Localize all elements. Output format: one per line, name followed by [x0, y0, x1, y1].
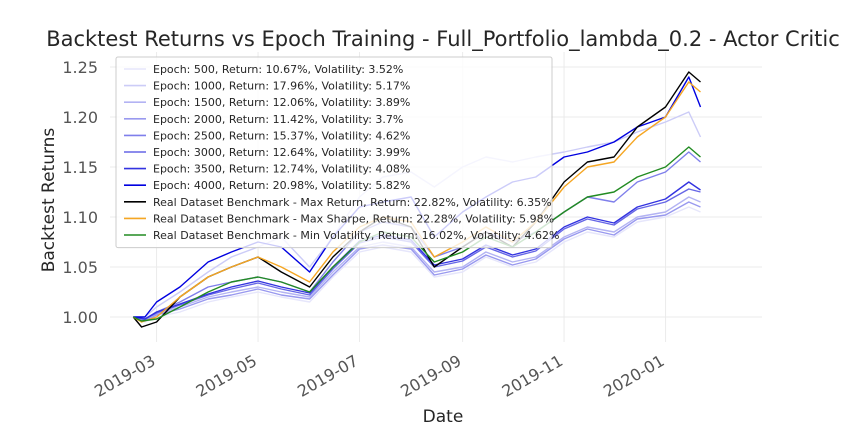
legend-entry: Real Dataset Benchmark - Max Return, Ret…	[153, 196, 552, 209]
chart-title: Backtest Returns vs Epoch Training - Ful…	[46, 27, 840, 52]
y-tick-label: 1.15	[62, 158, 98, 177]
y-axis-ticks: 1.00 1.05 1.10 1.15 1.20 1.25	[62, 58, 98, 327]
legend-entry: Epoch: 2500, Return: 15.37%, Volatility:…	[153, 129, 410, 142]
y-axis-label: Backtest Returns	[39, 128, 59, 273]
series-line	[133, 206, 701, 323]
y-tick-label: 1.00	[62, 308, 98, 327]
y-tick-label: 1.05	[62, 258, 98, 277]
legend-entry: Epoch: 1000, Return: 17.96%, Volatility:…	[153, 80, 410, 93]
legend-entry: Epoch: 1500, Return: 12.06%, Volatility:…	[153, 96, 410, 109]
legend-entry: Epoch: 3500, Return: 12.74%, Volatility:…	[153, 163, 410, 176]
series-line	[133, 201, 701, 322]
legend-entry: Epoch: 500, Return: 10.67%, Volatility: …	[153, 63, 403, 76]
legend-entry: Epoch: 4000, Return: 20.98%, Volatility:…	[153, 179, 410, 192]
y-tick-label: 1.10	[62, 208, 98, 227]
x-tick-label: 2019-05	[193, 351, 260, 401]
y-tick-label: 1.20	[62, 108, 98, 127]
x-tick-label: 2019-09	[397, 351, 464, 401]
y-tick-label: 1.25	[62, 58, 98, 77]
x-tick-label: 2019-03	[91, 351, 158, 401]
legend: Epoch: 500, Return: 10.67%, Volatility: …	[115, 56, 559, 249]
x-tick-label: 2020-01	[600, 351, 667, 401]
x-tick-label: 2019-07	[294, 351, 361, 401]
legend-entry: Real Dataset Benchmark - Max Sharpe, Ret…	[153, 212, 554, 225]
legend-entry: Epoch: 2000, Return: 11.42%, Volatility:…	[153, 113, 403, 126]
x-axis-label: Date	[423, 407, 464, 427]
x-axis-ticks: 2019-03 2019-05 2019-07 2019-09 2019-11 2020-…	[91, 351, 667, 401]
legend-entry: Real Dataset Benchmark - Min Volatility,…	[153, 229, 559, 242]
legend-box	[115, 56, 553, 249]
x-tick-label: 2019-11	[499, 351, 566, 401]
legend-entry: Epoch: 3000, Return: 12.64%, Volatility:…	[153, 146, 410, 159]
